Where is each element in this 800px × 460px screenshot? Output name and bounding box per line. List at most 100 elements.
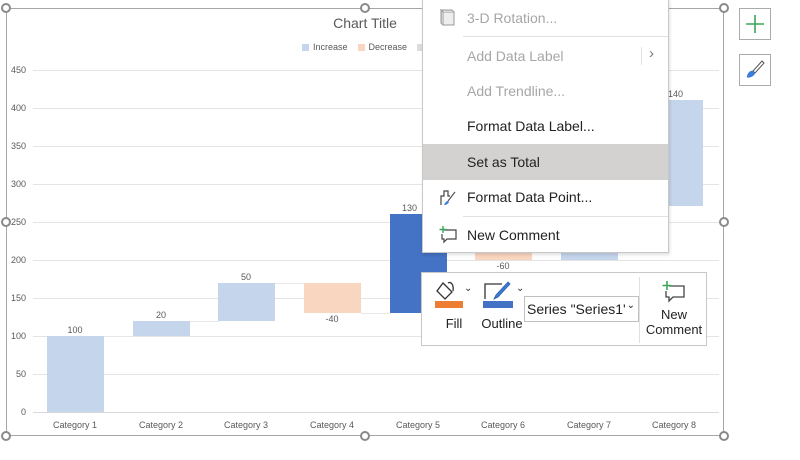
y-tick-label: 350 — [10, 141, 26, 151]
resize-handle-bottom-right[interactable] — [719, 431, 729, 441]
fill-dropdown-chevron-icon[interactable]: ⌄ — [464, 283, 473, 294]
legend-label: Increase — [313, 42, 348, 52]
series-select-dropdown[interactable]: Series "Series1' ⌄ — [524, 296, 639, 322]
outline-label: Outline — [481, 316, 523, 331]
resize-handle-top-right[interactable] — [719, 3, 729, 13]
bar-category-2[interactable] — [133, 321, 190, 336]
data-label-category-2[interactable]: 20 — [155, 310, 166, 320]
y-tick-label: 450 — [10, 65, 26, 75]
y-tick-label: 300 — [10, 179, 26, 189]
data-label-category-8[interactable]: 140 — [668, 89, 684, 99]
connector-line — [275, 283, 304, 284]
submenu-divider — [641, 47, 642, 65]
connector-line — [361, 313, 390, 314]
format-data-point-icon — [437, 186, 459, 208]
bar-category-1[interactable] — [47, 336, 104, 412]
new-comment-icon — [662, 281, 685, 303]
menu-item-label: Add Data Label — [467, 48, 564, 64]
resize-handle-middle-right[interactable] — [719, 217, 729, 227]
outline-button[interactable]: ⌄ Outline — [478, 273, 526, 345]
outline-dropdown-chevron-icon[interactable]: ⌄ — [516, 283, 525, 294]
chart-title[interactable]: Chart Title — [333, 15, 397, 31]
x-tick-label: Category 1 — [52, 420, 98, 430]
y-tick-label: 50 — [15, 369, 26, 379]
menu-item-format-data-point[interactable]: Format Data Point... — [423, 180, 668, 214]
menu-item-label: Format Data Label... — [467, 118, 595, 134]
resize-handle-bottom-left[interactable] — [1, 431, 11, 441]
chevron-right-icon: › — [649, 45, 654, 62]
context-menu: 3-D Rotation... Add Data Label › Add Tre… — [422, 0, 669, 253]
legend-item-increase[interactable]: Increase — [302, 42, 348, 52]
bar-category-3[interactable] — [218, 283, 275, 321]
legend-swatch-decrease — [357, 43, 365, 51]
gridline — [33, 374, 719, 375]
resize-handle-bottom-center[interactable] — [360, 431, 370, 441]
legend-swatch-increase — [302, 43, 309, 51]
x-tick-label: Category 5 — [395, 420, 441, 430]
data-label-category-1[interactable]: 100 — [67, 325, 83, 335]
gridline — [33, 260, 719, 261]
new-comment-button[interactable]: New Comment — [642, 273, 706, 345]
connector-line — [190, 321, 219, 322]
chart-elements-button[interactable] — [739, 8, 771, 40]
x-tick-label: Category 6 — [480, 420, 526, 430]
resize-handle-top-center[interactable] — [360, 3, 370, 13]
menu-item-add-trendline[interactable]: Add Trendline... — [423, 74, 668, 108]
data-label-category-3[interactable]: 50 — [240, 272, 251, 282]
series-select-value: Series "Series1' — [527, 301, 626, 317]
x-tick-label: Category 2 — [138, 420, 184, 430]
gridline — [33, 298, 719, 299]
fill-label: Fill — [445, 316, 463, 331]
x-tick-label: Category 3 — [223, 420, 269, 430]
y-tick-label: 100 — [10, 331, 26, 341]
menu-separator — [463, 36, 668, 37]
menu-item-label: Set as Total — [467, 154, 540, 170]
legend-label: Decrease — [368, 42, 408, 52]
menu-item-new-comment[interactable]: New Comment — [423, 218, 668, 252]
y-tick-label: 250 — [10, 217, 26, 227]
menu-separator — [463, 216, 668, 217]
menu-item-label: Add Trendline... — [467, 83, 566, 99]
menu-item-set-as-total[interactable]: Set as Total — [423, 144, 668, 180]
y-tick-label: 0 — [20, 407, 26, 417]
data-label-category-6[interactable]: -60 — [496, 261, 510, 271]
y-tick-label: 400 — [10, 103, 26, 113]
menu-item-3d-rotation[interactable]: 3-D Rotation... — [423, 1, 668, 35]
new-comment-label-line2: Comment — [645, 322, 703, 337]
bar-category-4[interactable] — [304, 283, 361, 313]
new-comment-icon — [437, 224, 459, 246]
gridline — [33, 146, 719, 147]
y-tick-label: 150 — [10, 293, 26, 303]
gridline — [33, 222, 719, 223]
gridline — [33, 336, 719, 337]
data-label-category-4[interactable]: -40 — [325, 314, 339, 324]
paint-bucket-icon — [435, 281, 463, 308]
x-axis-line — [33, 412, 719, 413]
mini-toolbar: ⌄ Fill ⌄ Outline Series "Series1' ⌄ New … — [421, 272, 707, 346]
resize-handle-middle-left[interactable] — [1, 217, 11, 227]
gridline — [33, 108, 719, 109]
menu-item-format-data-label[interactable]: Format Data Label... — [423, 109, 668, 143]
paintbrush-icon — [746, 60, 765, 78]
pen-outline-icon — [483, 281, 513, 308]
gridline — [33, 184, 719, 185]
chart-styles-button[interactable] — [739, 54, 771, 86]
menu-item-label: New Comment — [467, 227, 560, 243]
3d-rotation-icon — [437, 7, 459, 29]
menu-item-label: 3-D Rotation... — [467, 10, 558, 26]
y-tick-label: 200 — [10, 255, 26, 265]
gridline — [33, 70, 719, 71]
x-tick-label: Category 8 — [651, 420, 697, 430]
menu-item-add-data-label[interactable]: Add Data Label › — [423, 39, 668, 73]
x-tick-label: Category 7 — [566, 420, 612, 430]
menu-item-label: Format Data Point... — [467, 189, 593, 205]
chevron-down-icon: ⌄ — [626, 300, 635, 311]
resize-handle-top-left[interactable] — [1, 3, 11, 13]
legend-swatch-total — [417, 43, 425, 51]
connector-line — [104, 336, 133, 337]
x-tick-label: Category 4 — [309, 420, 355, 430]
data-label-category-5[interactable]: 130 — [402, 203, 418, 213]
fill-button[interactable]: ⌄ Fill — [432, 273, 476, 345]
legend-item-decrease[interactable]: Decrease — [357, 42, 408, 52]
new-comment-label-line1: New — [660, 307, 687, 322]
